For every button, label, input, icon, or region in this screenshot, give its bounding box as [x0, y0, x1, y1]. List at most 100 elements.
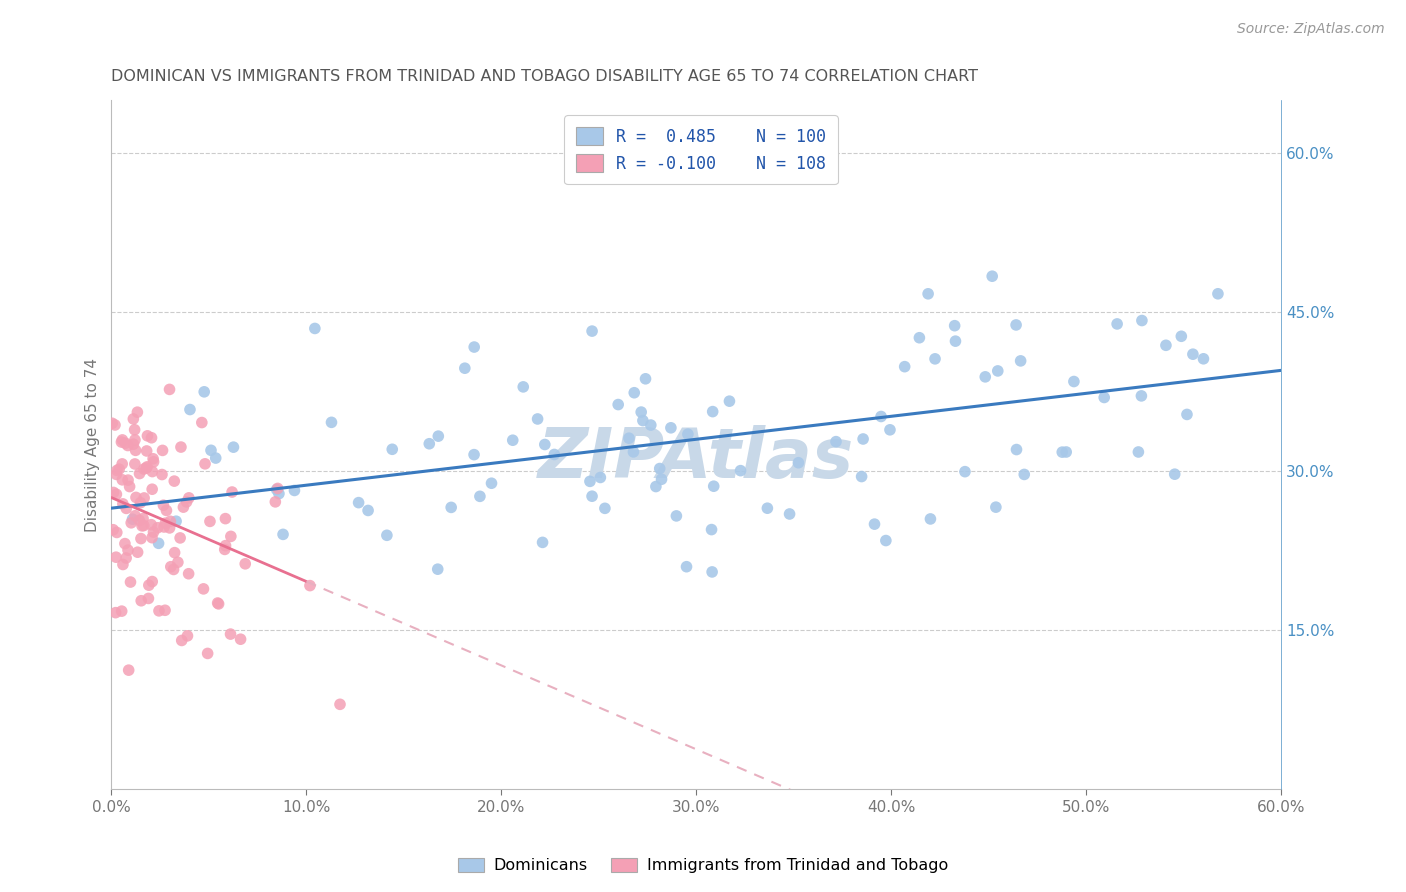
- Point: [170, 440, 193, 454]
- Point: [512, 380, 534, 394]
- Point: [115, 551, 138, 566]
- Point: [502, 434, 524, 448]
- Text: DOMINICAN VS IMMIGRANTS FROM TRINIDAD AND TOBAGO DISABILITY AGE 65 TO 74 CORRELA: DOMINICAN VS IMMIGRANTS FROM TRINIDAD AN…: [111, 69, 979, 84]
- Point: [875, 533, 897, 548]
- Point: [418, 436, 440, 450]
- Point: [863, 517, 886, 532]
- Point: [1092, 391, 1115, 405]
- Point: [267, 482, 290, 496]
- Point: [533, 437, 555, 451]
- Point: [124, 423, 146, 437]
- Point: [617, 431, 640, 445]
- Point: [851, 469, 873, 483]
- Point: [128, 467, 150, 481]
- Point: [321, 415, 343, 429]
- Point: [219, 529, 242, 543]
- Point: [120, 516, 142, 530]
- Point: [142, 451, 165, 466]
- Point: [104, 417, 127, 432]
- Point: [148, 604, 170, 618]
- Point: [155, 503, 177, 517]
- Point: [135, 461, 157, 475]
- Point: [197, 647, 219, 661]
- Point: [357, 503, 380, 517]
- Legend: Dominicans, Immigrants from Trinidad and Tobago: Dominicans, Immigrants from Trinidad and…: [451, 851, 955, 880]
- Point: [630, 405, 652, 419]
- Point: [271, 527, 294, 541]
- Point: [117, 473, 139, 487]
- Point: [198, 515, 221, 529]
- Point: [924, 351, 946, 366]
- Point: [141, 431, 163, 445]
- Point: [127, 545, 149, 559]
- Point: [121, 512, 143, 526]
- Point: [1130, 313, 1153, 327]
- Point: [1012, 467, 1035, 482]
- Point: [191, 416, 214, 430]
- Legend: R =  0.485    N = 100, R = -0.100    N = 108: R = 0.485 N = 100, R = -0.100 N = 108: [564, 115, 838, 184]
- Point: [124, 443, 146, 458]
- Point: [141, 574, 163, 589]
- Point: [526, 412, 548, 426]
- Point: [298, 579, 321, 593]
- Point: [214, 511, 236, 525]
- Point: [120, 575, 142, 590]
- Point: [1164, 467, 1187, 482]
- Point: [981, 269, 1004, 284]
- Point: [665, 508, 688, 523]
- Point: [375, 528, 398, 542]
- Point: [700, 523, 723, 537]
- Point: [125, 491, 148, 505]
- Point: [193, 582, 215, 596]
- Point: [454, 361, 477, 376]
- Point: [124, 457, 146, 471]
- Point: [1206, 286, 1229, 301]
- Point: [111, 558, 134, 572]
- Point: [659, 421, 682, 435]
- Point: [127, 405, 149, 419]
- Point: [138, 591, 160, 606]
- Point: [204, 451, 226, 466]
- Point: [136, 459, 159, 474]
- Point: [229, 632, 252, 647]
- Point: [463, 340, 485, 354]
- Point: [141, 465, 163, 479]
- Point: [117, 543, 139, 558]
- Point: [132, 518, 155, 533]
- Point: [427, 429, 450, 443]
- Point: [730, 464, 752, 478]
- Point: [159, 383, 181, 397]
- Point: [177, 491, 200, 505]
- Point: [908, 331, 931, 345]
- Point: [779, 507, 801, 521]
- Point: [142, 525, 165, 540]
- Point: [114, 536, 136, 550]
- Point: [141, 531, 163, 545]
- Point: [193, 384, 215, 399]
- Point: [159, 559, 181, 574]
- Point: [101, 417, 124, 431]
- Point: [111, 433, 134, 447]
- Point: [1052, 445, 1074, 459]
- Point: [879, 423, 901, 437]
- Point: [221, 485, 243, 500]
- Point: [581, 324, 603, 338]
- Point: [222, 440, 245, 454]
- Point: [266, 483, 288, 497]
- Point: [267, 486, 290, 500]
- Point: [104, 606, 127, 620]
- Point: [101, 523, 124, 537]
- Point: [105, 487, 128, 501]
- Point: [581, 489, 603, 503]
- Point: [207, 597, 229, 611]
- Point: [987, 364, 1010, 378]
- Point: [177, 566, 200, 581]
- Point: [1181, 347, 1204, 361]
- Point: [917, 286, 939, 301]
- Point: [169, 531, 191, 545]
- Point: [644, 479, 666, 493]
- Point: [623, 445, 645, 459]
- Point: [531, 535, 554, 549]
- Point: [640, 418, 662, 433]
- Point: [136, 429, 159, 443]
